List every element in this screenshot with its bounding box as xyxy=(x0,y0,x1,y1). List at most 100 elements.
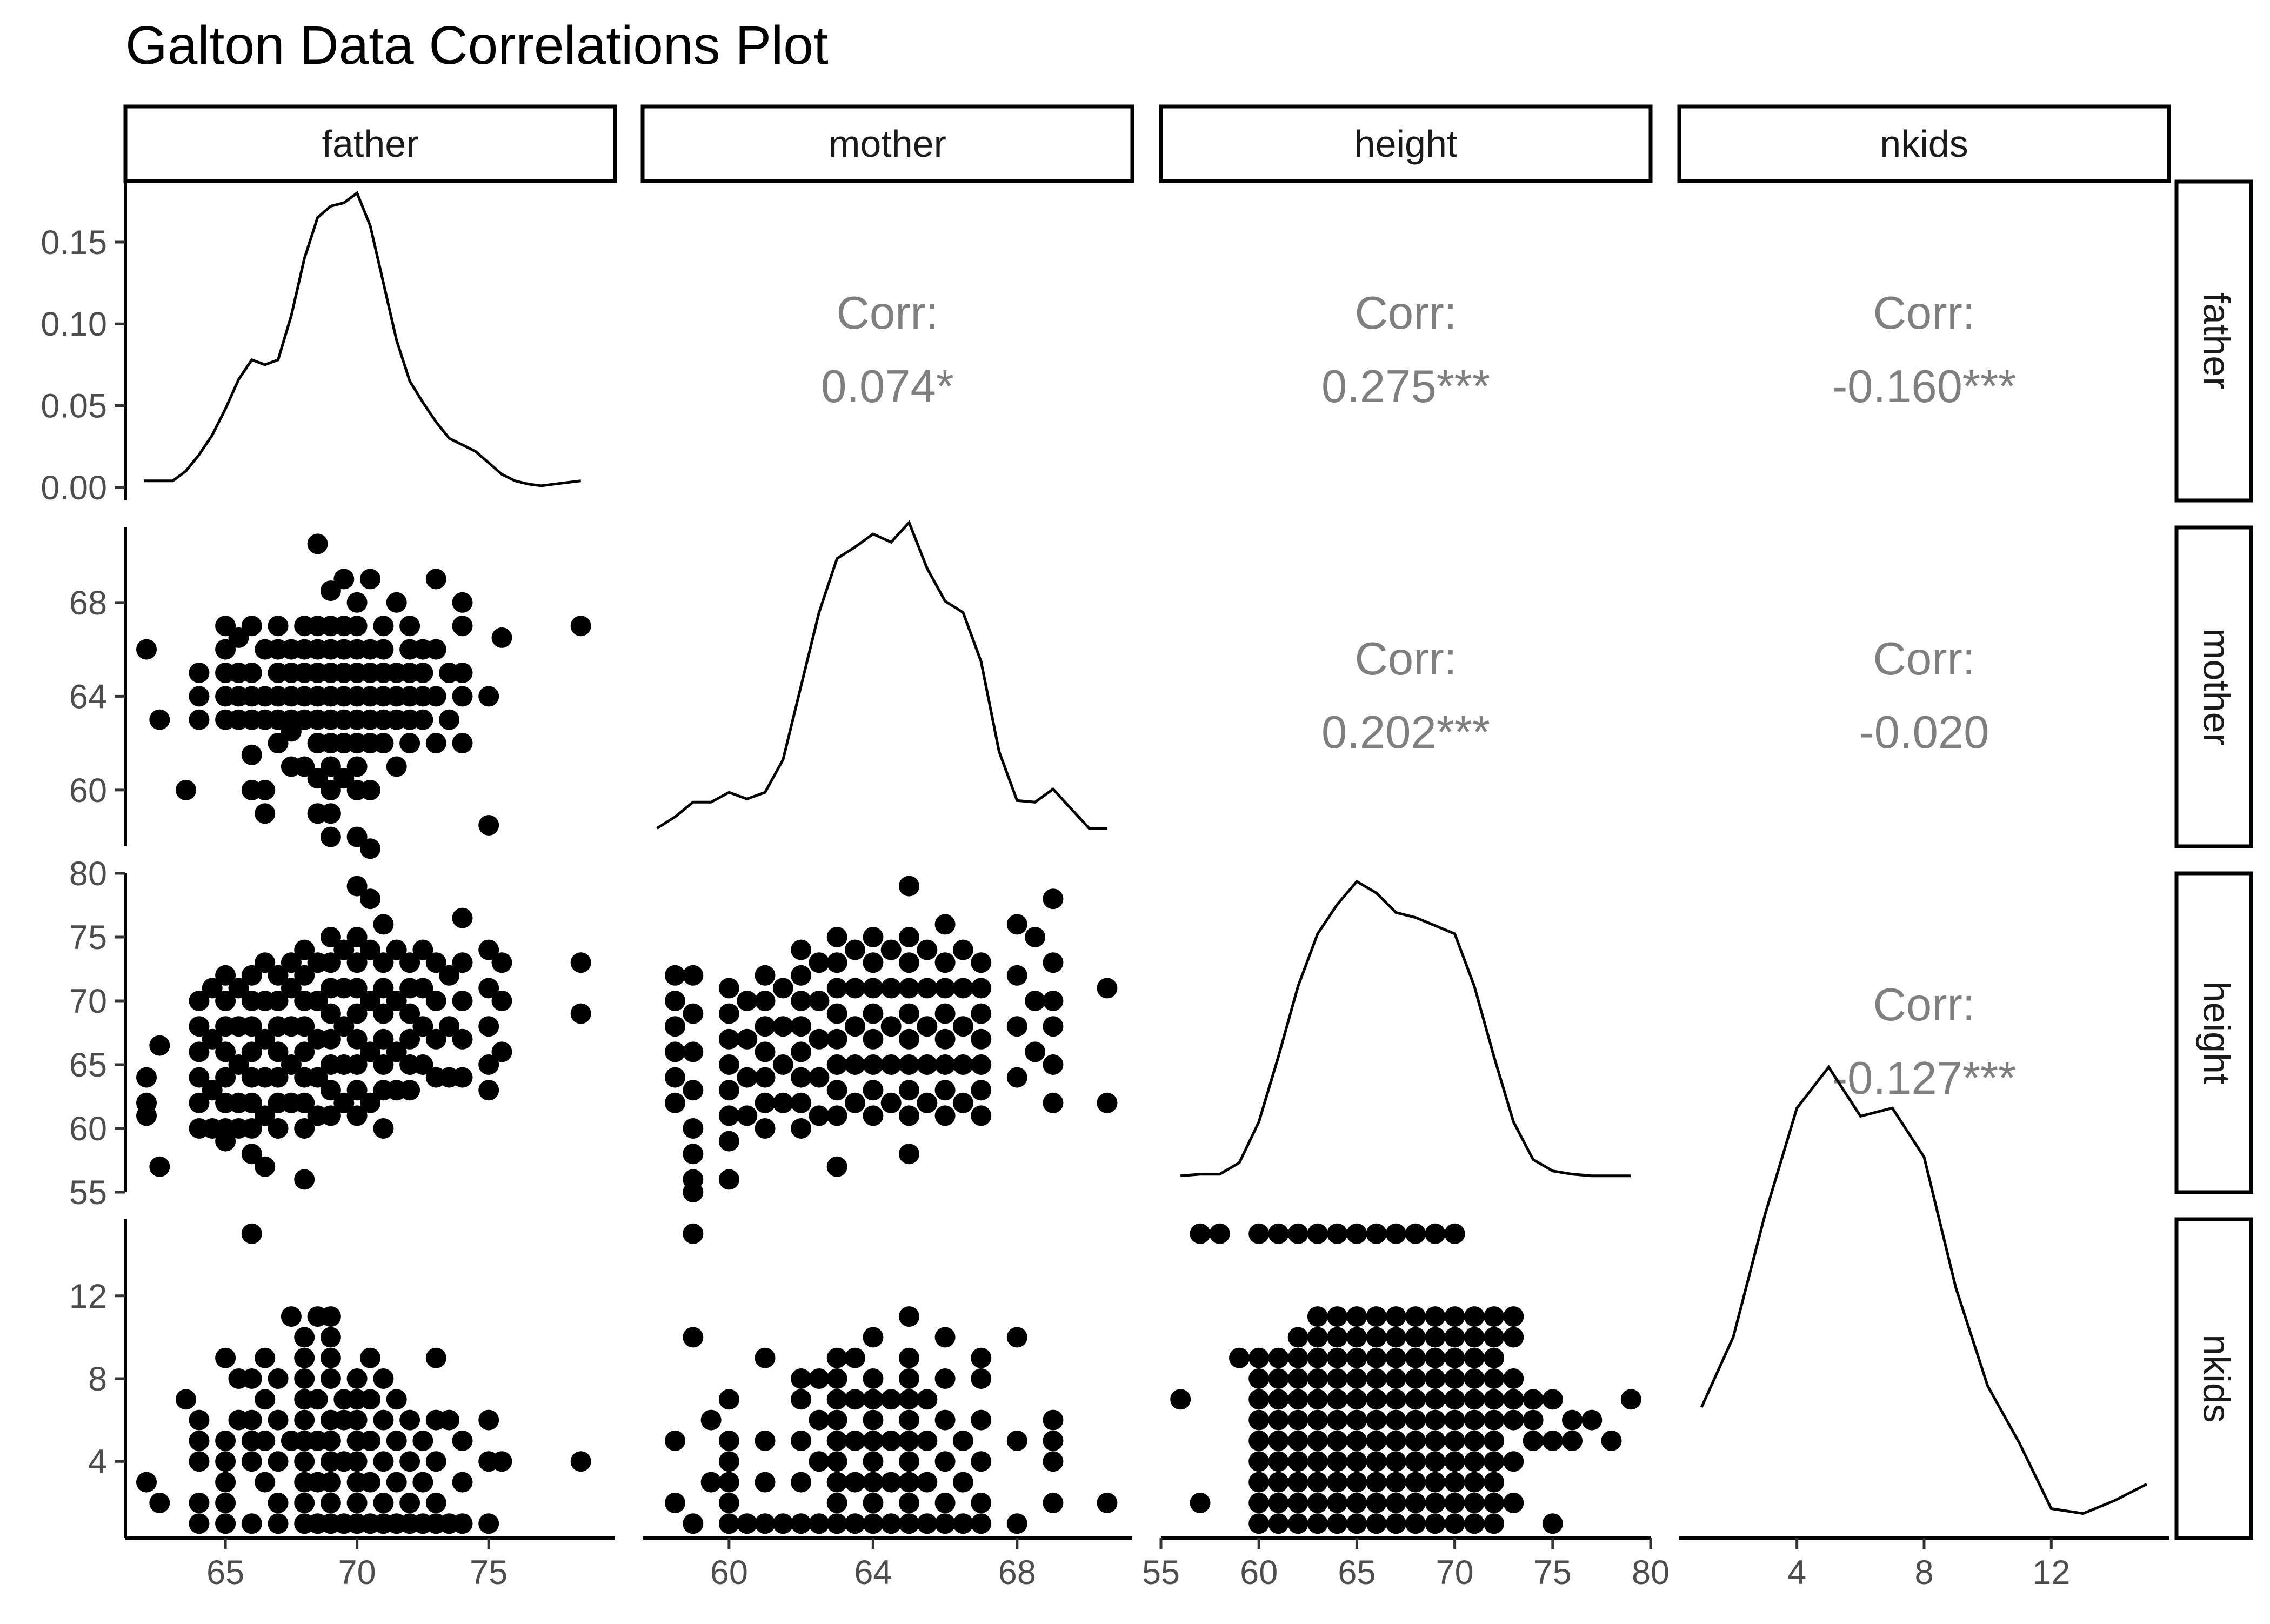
scatter-point-nkids_vs_height xyxy=(1444,1223,1465,1244)
scatter-point-height_vs_father xyxy=(452,1028,473,1050)
scatter-point-height_vs_father xyxy=(360,1092,380,1113)
scatter-point-height_vs_father xyxy=(333,1092,355,1113)
scatter-point-height_vs_father xyxy=(215,1131,236,1152)
scatter-point-nkids_vs_mother xyxy=(845,1389,865,1410)
scatter-point-nkids_vs_height xyxy=(1327,1451,1348,1472)
scatter-point-height_vs_mother xyxy=(934,1028,956,1050)
scatter-point-mother_vs_father xyxy=(425,686,446,707)
scatter-point-nkids_vs_mother xyxy=(737,1513,758,1534)
scatter-point-nkids_vs_mother xyxy=(1006,1430,1027,1451)
scatter-point-nkids_vs_father xyxy=(360,1389,380,1410)
scatter-point-nkids_vs_mother xyxy=(899,1368,919,1389)
scatter-point-nkids_vs_height xyxy=(1405,1368,1426,1389)
scatter-point-nkids_vs_mother xyxy=(700,1472,722,1493)
scatter-point-height_vs_father xyxy=(439,1016,460,1037)
row-strip-height xyxy=(2174,871,2253,1194)
corr-label-father-nkids: Corr: xyxy=(1873,288,1975,339)
scatter-point-mother_vs_father xyxy=(346,616,368,637)
scatter-point-mother_vs_father xyxy=(412,663,433,683)
scatter-point-mother_vs_father xyxy=(307,533,328,554)
x-tick-label-height: 55 xyxy=(1142,1554,1180,1592)
scatter-point-nkids_vs_height xyxy=(1444,1306,1465,1327)
scatter-point-nkids_vs_height xyxy=(1484,1472,1505,1493)
scatter-point-nkids_vs_height xyxy=(1287,1430,1308,1451)
scatter-point-nkids_vs_height xyxy=(1346,1389,1367,1410)
scatter-point-nkids_vs_height xyxy=(1307,1368,1328,1389)
scatter-point-nkids_vs_height xyxy=(1287,1327,1308,1348)
scatter-point-nkids_vs_height xyxy=(1366,1492,1387,1513)
row-strip-label-father: father xyxy=(2196,293,2238,390)
scatter-point-height_vs_father xyxy=(373,978,394,999)
scatter-point-nkids_vs_mother xyxy=(683,1327,704,1348)
scatter-point-nkids_vs_height xyxy=(1268,1513,1289,1534)
scatter-point-nkids_vs_height xyxy=(1503,1306,1524,1327)
scatter-point-mother_vs_father xyxy=(228,627,249,648)
y-tick-label-father: 0.10 xyxy=(41,305,107,343)
scatter-point-nkids_vs_father xyxy=(215,1451,236,1472)
scatter-point-nkids_vs_mother xyxy=(899,1492,919,1513)
scatter-point-nkids_vs_father xyxy=(320,1472,341,1493)
scatter-point-height_vs_father xyxy=(241,965,262,986)
scatter-point-nkids_vs_mother xyxy=(826,1409,847,1431)
scatter-point-nkids_vs_height xyxy=(1287,1492,1308,1513)
scatter-point-height_vs_mother xyxy=(665,991,685,1011)
scatter-point-height_vs_father xyxy=(373,914,394,935)
scatter-point-nkids_vs_height xyxy=(1405,1513,1426,1534)
scatter-point-mother_vs_father xyxy=(399,616,420,637)
scatter-point-nkids_vs_mother xyxy=(755,1472,776,1493)
scatter-point-nkids_vs_height xyxy=(1346,1451,1367,1472)
scatter-point-nkids_vs_height xyxy=(1542,1389,1563,1410)
scatter-point-nkids_vs_height xyxy=(1484,1513,1505,1534)
scatter-point-height_vs_mother xyxy=(1043,888,1064,910)
scatter-point-height_vs_mother xyxy=(718,1169,739,1190)
scatter-point-nkids_vs_father xyxy=(360,1472,380,1493)
scatter-point-height_vs_father xyxy=(386,939,407,960)
scatter-point-height_vs_mother xyxy=(826,978,847,999)
y-tick-label-nkids: 4 xyxy=(88,1443,107,1481)
scatter-point-height_vs_mother xyxy=(791,1118,812,1139)
scatter-point-nkids_vs_height xyxy=(1327,1347,1348,1368)
scatter-point-height_vs_father xyxy=(268,1067,289,1088)
scatter-point-nkids_vs_father xyxy=(425,1451,446,1472)
scatter-point-nkids_vs_mother xyxy=(718,1451,739,1472)
scatter-point-nkids_vs_father xyxy=(346,1451,368,1472)
scatter-point-nkids_vs_height xyxy=(1248,1389,1270,1410)
scatter-point-mother_vs_father xyxy=(386,592,407,613)
scatter-point-nkids_vs_height xyxy=(1523,1389,1544,1410)
scatter-point-nkids_vs_mother xyxy=(863,1327,884,1348)
scatter-point-height_vs_mother xyxy=(971,1080,992,1101)
scatter-point-nkids_vs_mother xyxy=(826,1513,847,1534)
scatter-point-nkids_vs_height xyxy=(1542,1430,1563,1451)
scatter-point-nkids_vs_father xyxy=(294,1327,315,1348)
scatter-point-height_vs_mother xyxy=(755,1118,776,1139)
scatter-point-height_vs_mother xyxy=(952,1092,973,1113)
scatter-point-nkids_vs_height xyxy=(1209,1223,1230,1244)
scatter-point-height_vs_father xyxy=(241,1041,262,1062)
scatter-point-mother_vs_father xyxy=(189,686,210,707)
scatter-point-nkids_vs_height xyxy=(1484,1409,1505,1431)
scatter-point-height_vs_father xyxy=(215,1041,236,1062)
scatter-point-height_vs_mother xyxy=(791,1041,812,1062)
scatter-point-nkids_vs_father xyxy=(320,1368,341,1389)
scatter-point-nkids_vs_height xyxy=(1248,1347,1270,1368)
scatter-point-nkids_vs_father xyxy=(294,1368,315,1389)
scatter-point-height_vs_father xyxy=(412,1054,433,1075)
column-strip-father xyxy=(123,104,617,183)
scatter-point-mother_vs_father xyxy=(215,639,236,660)
scatter-point-nkids_vs_father xyxy=(360,1430,380,1451)
scatter-point-nkids_vs_height xyxy=(1327,1513,1348,1534)
column-strip-mother xyxy=(640,104,1134,183)
scatter-point-nkids_vs_height xyxy=(1425,1451,1446,1472)
scatter-point-height_vs_mother xyxy=(1025,927,1046,947)
scatter-point-nkids_vs_height xyxy=(1268,1389,1289,1410)
scatter-point-nkids_vs_height xyxy=(1464,1430,1485,1451)
scatter-point-nkids_vs_mother xyxy=(952,1513,973,1534)
scatter-point-nkids_vs_height xyxy=(1307,1347,1328,1368)
scatter-point-nkids_vs_father xyxy=(452,1513,473,1534)
scatter-point-nkids_vs_height xyxy=(1464,1347,1485,1368)
scatter-point-height_vs_father xyxy=(307,991,328,1011)
scatter-point-height_vs_father xyxy=(189,991,210,1011)
scatter-point-height_vs_mother xyxy=(826,1028,847,1050)
scatter-point-nkids_vs_father xyxy=(215,1472,236,1493)
scatter-point-nkids_vs_height xyxy=(1503,1409,1524,1431)
